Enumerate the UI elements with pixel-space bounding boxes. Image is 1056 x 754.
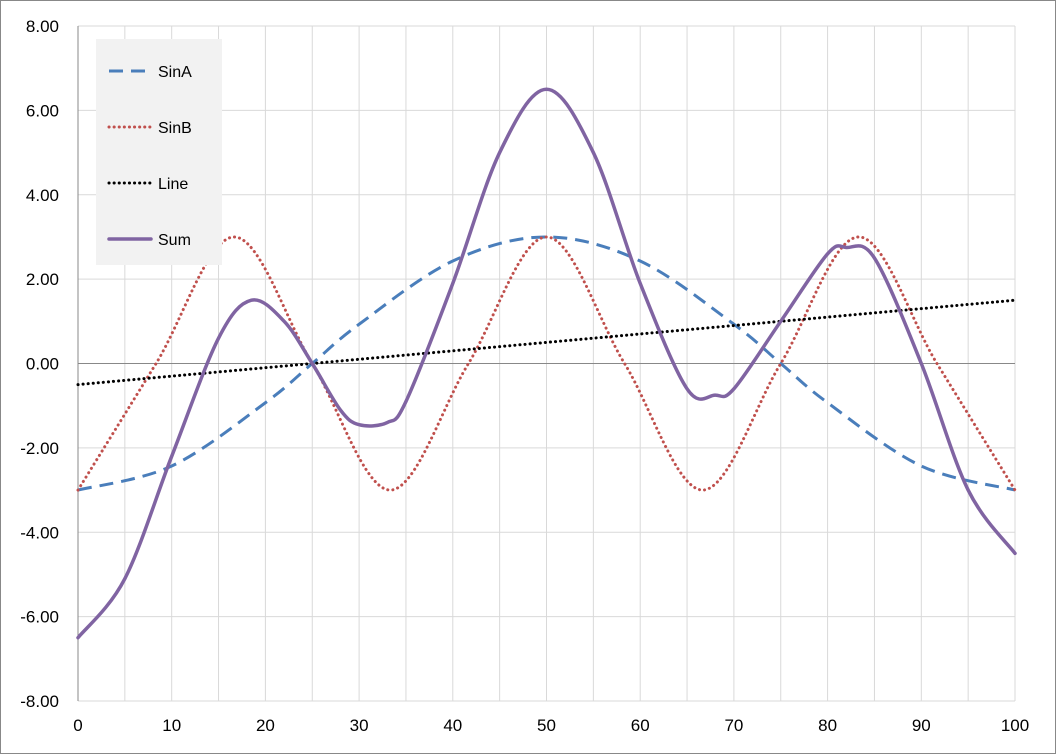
- x-tick-label: 40: [443, 716, 462, 735]
- series-line-sum: [76, 87, 1017, 640]
- series-line-sinb: [76, 235, 1017, 492]
- y-tick-label: 2.00: [26, 270, 59, 289]
- y-tick-label: 0.00: [26, 355, 59, 374]
- x-tick-label: 10: [162, 716, 181, 735]
- series-line-sina: [77, 235, 1016, 492]
- y-tick-label: 6.00: [26, 101, 59, 120]
- y-tick-label: 4.00: [26, 186, 59, 205]
- x-tick-label: 20: [256, 716, 275, 735]
- y-tick-label: -4.00: [20, 523, 59, 542]
- x-tick-label: 80: [818, 716, 837, 735]
- legend-label-sina: SinA: [158, 64, 192, 81]
- legend: SinA SinB Line Sum: [96, 39, 222, 265]
- y-tick-label: -8.00: [20, 692, 59, 711]
- legend-label-sinb: SinB: [158, 120, 192, 137]
- x-tick-label: 90: [912, 716, 931, 735]
- legend-box: [96, 39, 222, 265]
- x-tick-label: 60: [631, 716, 650, 735]
- x-tick-label: 100: [1001, 716, 1029, 735]
- x-tick-label: 70: [724, 716, 743, 735]
- x-tick-label: 0: [73, 716, 82, 735]
- axes: 8.00 6.00 4.00 2.00 0.00 -2.00 -4.00 -6.00 -8.00…: [20, 17, 1029, 735]
- series-line-line: [76, 298, 1017, 387]
- legend-label-line: Line: [158, 176, 188, 193]
- y-tick-label: 8.00: [26, 17, 59, 36]
- x-tick-label: 50: [537, 716, 556, 735]
- series-lines: [76, 87, 1017, 640]
- y-tick-label: -2.00: [20, 439, 59, 458]
- legend-label-sum: Sum: [158, 232, 191, 249]
- x-tick-label: 30: [350, 716, 369, 735]
- y-tick-label: -6.00: [20, 608, 59, 627]
